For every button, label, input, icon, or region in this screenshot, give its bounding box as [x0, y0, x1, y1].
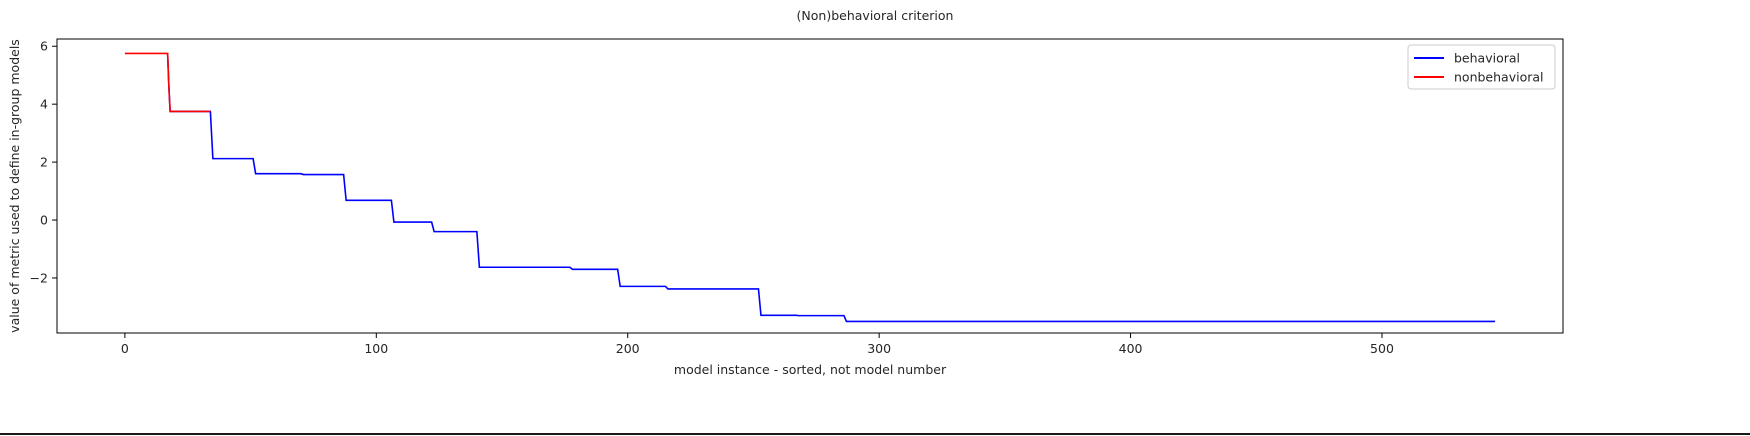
y-tick-label: 6: [40, 39, 48, 54]
legend-label-behavioral: behavioral: [1454, 51, 1520, 66]
chart-title: (Non)behavioral criterion: [797, 8, 954, 23]
legend: behavioral nonbehavioral: [1407, 44, 1556, 90]
legend-box: [1407, 44, 1556, 90]
series-line-nonbehavioral: [124, 52, 211, 113]
axes-frame: [56, 38, 1564, 334]
x-axis-ticks: 0 100 200 300 400 500: [121, 333, 1394, 356]
y-tick-label: 0: [40, 213, 48, 228]
x-tick-label: 200: [616, 341, 640, 356]
y-tick-label: 2: [40, 155, 48, 170]
legend-label-nonbehavioral: nonbehavioral: [1454, 70, 1544, 85]
y-axis-label: value of metric used to define in-group …: [7, 39, 22, 333]
series-layer: [124, 52, 1496, 323]
x-tick-label: 500: [1370, 341, 1394, 356]
x-tick-label: 400: [1119, 341, 1143, 356]
y-axis-ticks: −2 0 2 4 6: [30, 39, 57, 285]
x-axis-label: model instance - sorted, not model numbe…: [674, 362, 947, 377]
x-tick-label: 0: [121, 341, 129, 356]
x-tick-label: 300: [867, 341, 891, 356]
series-line-behavioral: [166, 53, 1496, 323]
y-tick-label: −2: [30, 270, 48, 285]
y-tick-label: 4: [40, 97, 48, 112]
x-tick-label: 100: [364, 341, 388, 356]
bottom-rule: [0, 433, 1750, 435]
